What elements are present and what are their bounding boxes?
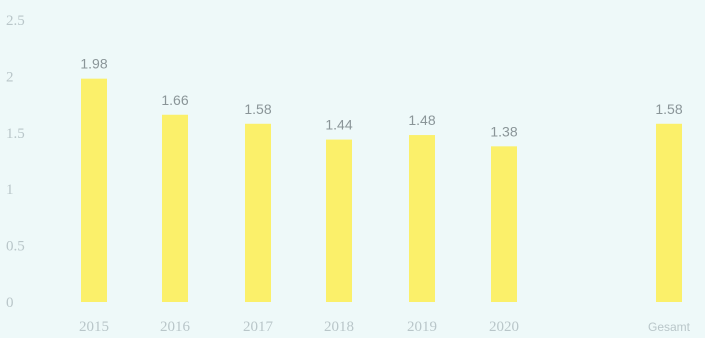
- bar-2018: [326, 139, 352, 302]
- data-label: 1.38: [490, 123, 517, 139]
- y-tick-label: 0: [6, 295, 14, 311]
- x-tick-label: 2017: [243, 319, 274, 335]
- x-tick-label: 2016: [160, 319, 191, 335]
- data-label: 1.66: [161, 92, 188, 108]
- x-tick-label: 2015: [79, 319, 109, 335]
- x-tick-label: 2018: [324, 319, 354, 335]
- data-label: 1.58: [244, 101, 271, 117]
- bar-gesamt: [656, 123, 682, 302]
- x-tick-label: Gesamt: [648, 320, 691, 334]
- x-tick-label: 2019: [407, 319, 437, 335]
- x-tick-label: 2020: [489, 319, 519, 335]
- data-label: 1.48: [408, 112, 435, 128]
- y-tick-label: 2.5: [6, 13, 25, 29]
- bar-2016: [162, 114, 188, 302]
- bar-2017: [245, 123, 271, 302]
- y-tick-label: 1: [6, 182, 14, 198]
- data-label: 1.98: [80, 56, 107, 72]
- bar-2019: [409, 135, 435, 302]
- bar-2020: [491, 146, 517, 302]
- data-label: 1.58: [655, 101, 682, 117]
- data-label: 1.44: [325, 117, 352, 133]
- y-tick-label: 0.5: [6, 239, 25, 255]
- y-tick-label: 2: [6, 69, 14, 85]
- y-tick-label: 1.5: [6, 126, 25, 142]
- bar-2015: [81, 78, 107, 302]
